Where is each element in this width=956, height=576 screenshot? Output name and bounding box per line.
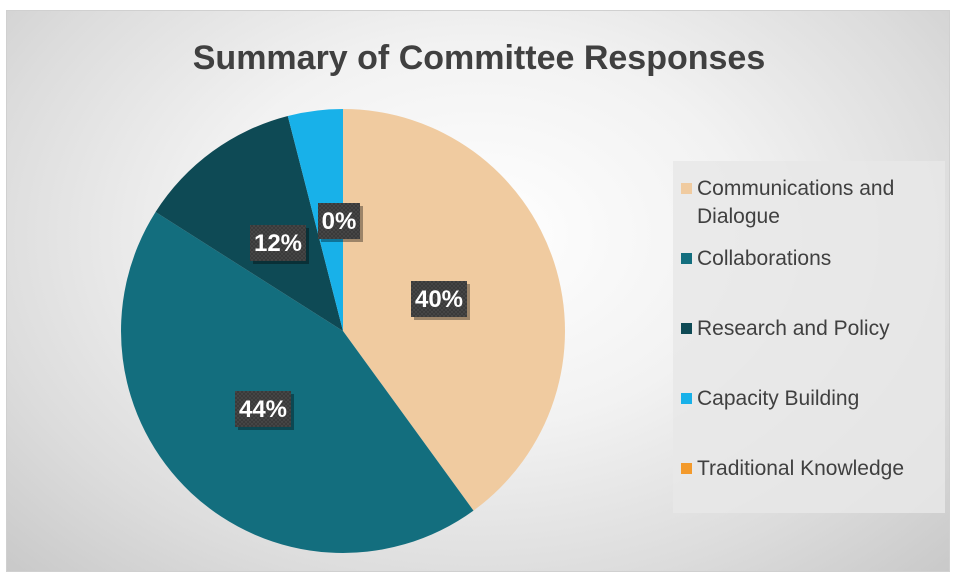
- pie-slice-collaborations: [121, 212, 474, 553]
- legend-label: Research and Policy: [697, 317, 890, 340]
- data-label-traditional-knowledge: 0%: [318, 203, 363, 242]
- legend-swatch: [681, 463, 692, 474]
- legend-label: Communications and Dialogue: [697, 177, 895, 228]
- svg-text:44%: 44%: [239, 396, 287, 423]
- data-label-research-and-policy: 12%: [250, 225, 309, 264]
- legend-swatch: [681, 253, 692, 264]
- pie-slice-research-and-policy: [155, 115, 343, 331]
- svg-text:0%: 0%: [322, 208, 357, 235]
- chart-area: Summary of Committee Responses 40% 44% 12%…: [6, 10, 950, 572]
- legend-swatch: [681, 323, 692, 334]
- legend-label: Traditional Knowledge: [697, 457, 905, 480]
- legend-swatch: [681, 393, 692, 404]
- pie-slice-capacity-building: [287, 109, 343, 331]
- legend-label: Collaborations: [697, 247, 832, 270]
- legend-label: Capacity Building: [697, 387, 860, 410]
- data-label-collaborations: 44%: [235, 391, 294, 430]
- svg-text:40%: 40%: [415, 286, 463, 313]
- data-label-communications-and-dialogue: 40%: [411, 281, 470, 320]
- chart-title: Summary of Committee Responses: [192, 39, 766, 77]
- svg-text:12%: 12%: [254, 230, 302, 257]
- legend: Communications and Dialogue Collaboration…: [673, 161, 945, 513]
- legend-swatch: [681, 183, 692, 194]
- pie-chart: 40% 44% 12% 0%: [121, 109, 565, 553]
